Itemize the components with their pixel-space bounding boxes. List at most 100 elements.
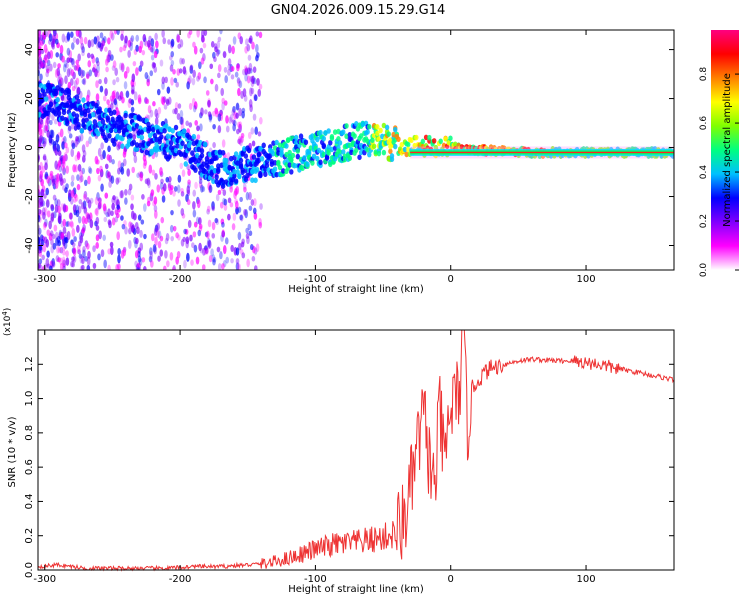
noise-cell: [111, 65, 116, 71]
ridge-cell: [256, 152, 262, 158]
ridge-cell: [342, 156, 348, 163]
noise-cell: [75, 30, 80, 37]
noise-cell: [180, 208, 185, 216]
noise-cell: [173, 185, 178, 192]
noise-cell: [175, 81, 179, 88]
noise-cell: [129, 41, 133, 52]
noise-cell: [150, 260, 154, 268]
noise-cell: [102, 150, 106, 160]
noise-cell: [229, 114, 234, 123]
noise-cell: [70, 221, 74, 229]
ridge-cell: [253, 177, 258, 184]
noise-cell: [44, 125, 49, 132]
noise-cell: [119, 62, 123, 71]
noise-cell: [188, 122, 193, 128]
noise-cell: [86, 265, 91, 270]
noise-cell: [57, 76, 61, 84]
ridge-cell: [406, 141, 411, 148]
noise-cell: [146, 75, 151, 83]
noise-cell: [46, 68, 50, 74]
ridge-cell: [277, 142, 283, 149]
noise-cell: [222, 244, 227, 255]
noise-cell: [109, 103, 114, 110]
noise-cell: [45, 65, 50, 72]
noise-cell: [77, 249, 81, 255]
snr-x-label: Height of straight line (km): [288, 584, 424, 595]
noise-cell: [106, 99, 110, 105]
noise-cell: [82, 149, 87, 158]
noise-cell: [162, 37, 167, 45]
ridge-cell: [243, 153, 249, 159]
noise-cell: [152, 200, 156, 207]
noise-cell: [217, 125, 222, 134]
noise-cell: [77, 66, 82, 77]
noise-cell: [94, 196, 99, 206]
noise-cell: [191, 97, 196, 107]
noise-cell: [210, 78, 214, 85]
noise-cell: [200, 184, 204, 193]
noise-cell: [82, 245, 86, 253]
noise-cell: [38, 121, 42, 130]
noise-cell: [246, 75, 251, 84]
noise-cell: [67, 221, 72, 227]
noise-cell: [68, 133, 73, 139]
ridge-cell: [146, 121, 151, 128]
noise-cell: [166, 260, 170, 268]
noise-cell: [38, 165, 42, 171]
ridge-cell: [305, 161, 310, 168]
noise-cell: [64, 142, 68, 149]
ridge-cell: [81, 118, 86, 124]
noise-cell: [211, 254, 216, 263]
noise-cell: [165, 176, 170, 183]
ridge-cell: [220, 183, 226, 189]
noise-cell: [188, 30, 193, 35]
noise-cell: [235, 247, 240, 256]
noise-cell: [67, 81, 72, 89]
ridge-cell: [139, 134, 145, 141]
noise-cell: [70, 42, 75, 50]
noise-cell: [94, 208, 99, 215]
noise-cell: [74, 155, 79, 162]
noise-cell: [81, 167, 86, 175]
noise-cell: [151, 169, 156, 176]
noise-cell: [87, 60, 92, 68]
ridge-cell: [190, 150, 195, 156]
noise-cell: [71, 85, 76, 92]
noise-cell: [241, 107, 246, 114]
noise-cell: [179, 109, 184, 119]
ridge-cell: [78, 104, 83, 111]
noise-cell: [242, 88, 247, 98]
ridge-cell: [271, 140, 276, 146]
noise-cell: [106, 154, 111, 161]
noise-cell: [179, 57, 183, 65]
noise-cell: [43, 44, 48, 53]
noise-cell: [43, 193, 47, 199]
ridge-cell: [115, 134, 120, 141]
noise-cell: [214, 107, 219, 115]
noise-cell: [221, 101, 225, 111]
noise-cell: [110, 210, 114, 217]
noise-cell: [117, 248, 121, 255]
noise-cell: [227, 58, 232, 66]
ridge-cell: [220, 149, 226, 156]
noise-cell: [55, 255, 60, 262]
noise-cell: [61, 256, 66, 266]
noise-cell: [43, 137, 48, 145]
noise-cell: [157, 106, 162, 115]
noise-cell: [214, 217, 219, 224]
colorbar-label: Normalized spectral amplitude: [722, 73, 733, 227]
noise-cell: [203, 30, 208, 37]
noise-cell: [98, 230, 102, 240]
spectrogram-x-tick-label: 100: [576, 274, 595, 285]
noise-cell: [256, 77, 260, 86]
noise-cell: [154, 236, 158, 246]
noise-cell: [198, 61, 202, 70]
ridge-cell: [167, 154, 172, 160]
noise-cell: [154, 173, 158, 180]
ridge-cell: [341, 129, 346, 136]
noise-cell: [66, 230, 71, 240]
noise-cell: [107, 37, 111, 45]
noise-cell: [46, 210, 51, 218]
noise-cell: [59, 44, 64, 54]
noise-cell: [76, 86, 80, 95]
